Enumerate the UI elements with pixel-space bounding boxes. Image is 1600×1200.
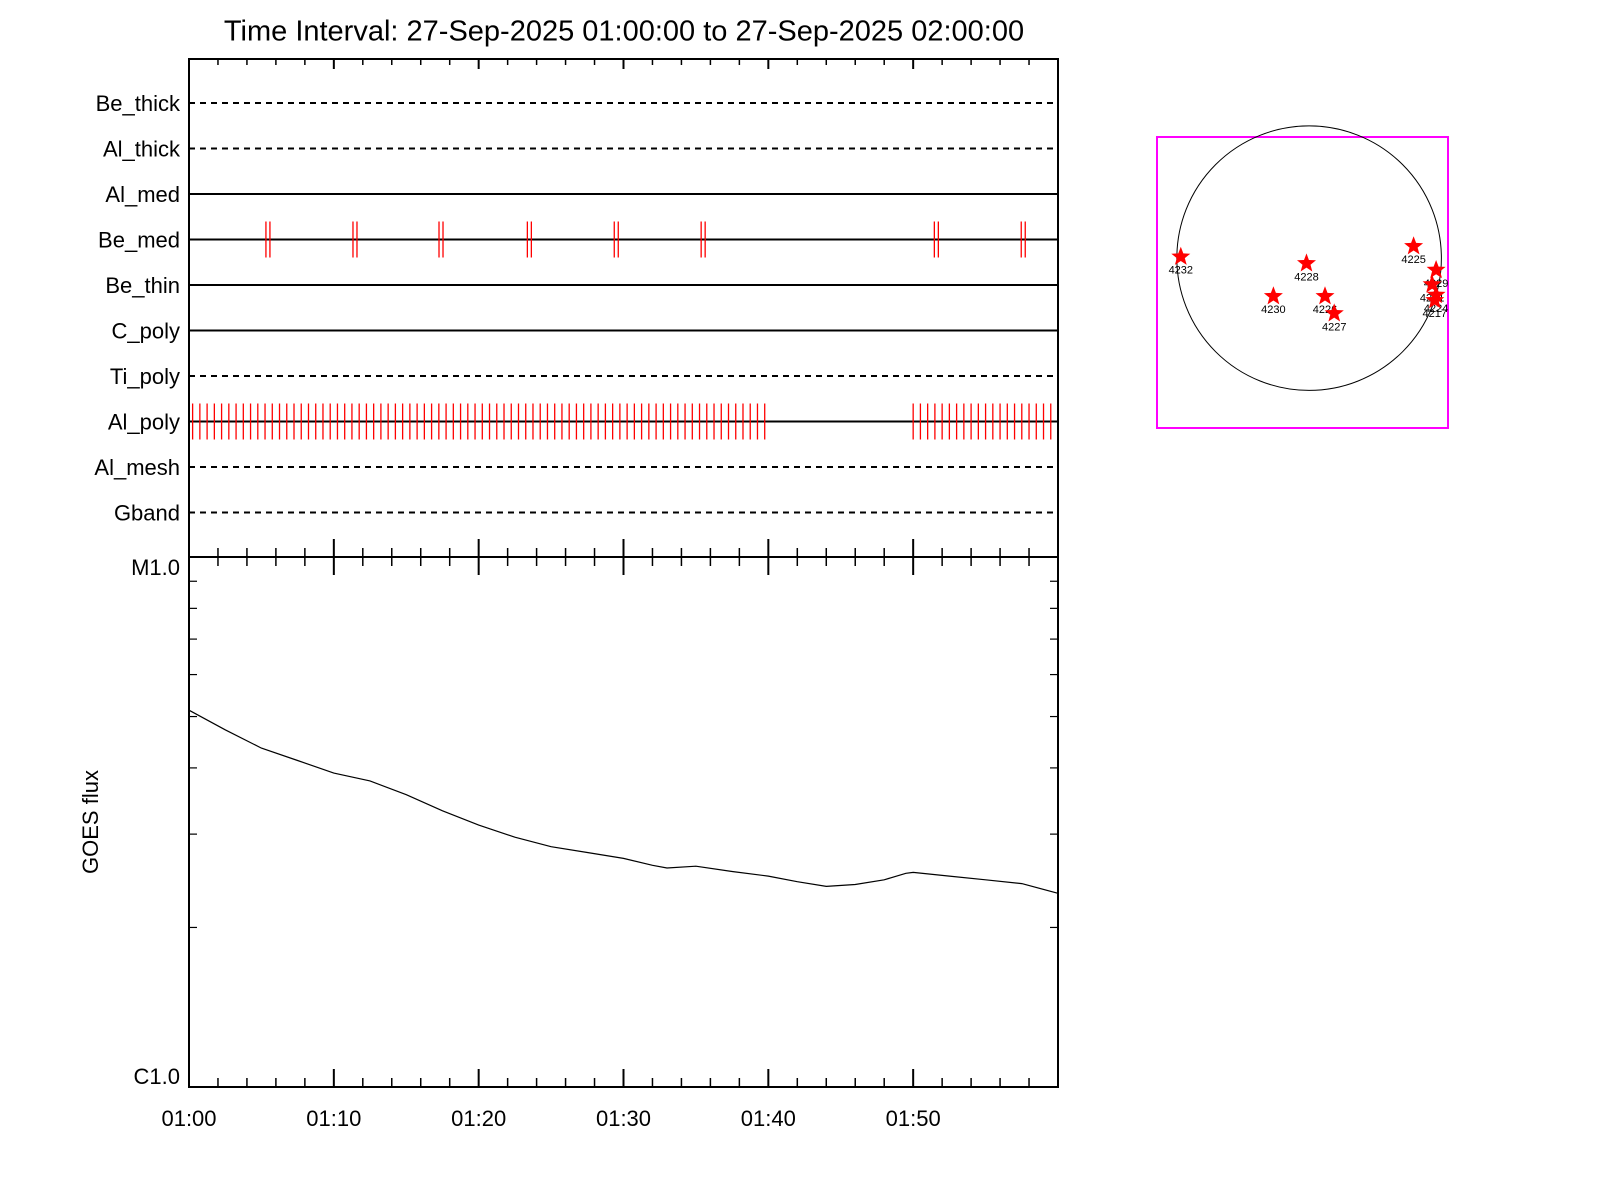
map-box [1156, 136, 1449, 429]
region-label: 4232 [1169, 265, 1193, 277]
x-tick-label: 01:50 [886, 1106, 941, 1131]
region-marker [1426, 260, 1446, 279]
filter-label: Be_med [98, 227, 180, 252]
flux-frame [188, 556, 1059, 1088]
region-marker [1171, 246, 1191, 265]
timeline-frame [188, 58, 1059, 558]
event-tick [265, 221, 271, 258]
filter-label: Be_thin [105, 273, 180, 298]
region-marker [1324, 303, 1344, 322]
region-label: 4230 [1261, 304, 1285, 316]
y-tick-label: M1.0 [131, 555, 180, 580]
event-tick [352, 221, 358, 258]
x-tick-label: 01:20 [451, 1106, 506, 1131]
region-marker [1315, 286, 1335, 305]
region-marker [1263, 286, 1283, 305]
event-tick [700, 221, 706, 258]
region-marker [1404, 236, 1424, 255]
event-tick [438, 221, 444, 258]
y-axis-label: GOES flux [78, 770, 103, 874]
filter-label: Be_thick [96, 91, 181, 116]
filter-label: Al_poly [108, 409, 180, 434]
filter-label: Al_med [105, 182, 180, 207]
filter-label: Ti_poly [110, 364, 180, 389]
x-tick-label: 01:30 [596, 1106, 651, 1131]
chart-title: Time Interval: 27-Sep-2025 01:00:00 to 2… [224, 16, 1024, 48]
x-tick-label: 01:00 [161, 1106, 216, 1131]
region-marker [1422, 274, 1442, 293]
region-label: 4217 [1423, 308, 1447, 320]
event-tick [1020, 221, 1026, 258]
flux-line [188, 709, 1059, 894]
event-tick [613, 221, 619, 258]
filter-label: Al_thick [103, 136, 181, 161]
event-tick [933, 221, 939, 258]
filter-label: Gband [114, 500, 180, 525]
filter-label: C_poly [112, 318, 180, 343]
y-tick-label: C1.0 [134, 1064, 180, 1089]
filter-label: Al_mesh [94, 455, 180, 480]
region-label: 4228 [1294, 271, 1318, 283]
event-tick [526, 221, 533, 258]
region-marker [1297, 253, 1316, 272]
x-tick-label: 01:10 [306, 1106, 361, 1131]
region-label: 4227 [1322, 321, 1346, 333]
region-marker [1425, 290, 1445, 309]
region-label: 4225 [1401, 254, 1425, 266]
x-tick-label: 01:40 [741, 1106, 796, 1131]
